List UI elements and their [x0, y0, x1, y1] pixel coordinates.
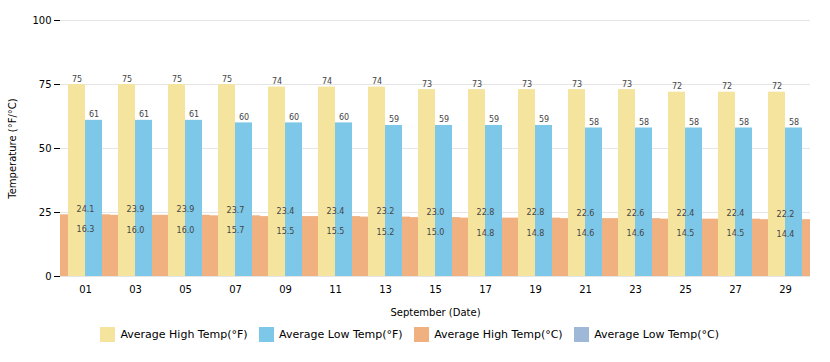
svg-text:23.9: 23.9 — [127, 205, 145, 214]
svg-text:14.5: 14.5 — [677, 229, 695, 238]
svg-text:24.1: 24.1 — [77, 205, 95, 214]
svg-text:61: 61 — [89, 110, 99, 119]
html-text:Average High Temp(°F): Average High Temp(°F) — [120, 328, 248, 341]
svg-text:14.6: 14.6 — [627, 229, 645, 238]
svg-text:73: 73 — [572, 80, 582, 89]
svg-text:50: 50 — [39, 143, 52, 154]
svg-text:60: 60 — [339, 113, 349, 122]
svg-text:27: 27 — [729, 284, 742, 295]
svg-text:73: 73 — [622, 80, 632, 89]
svg-text:22.4: 22.4 — [677, 209, 695, 218]
svg-text:03: 03 — [129, 284, 142, 295]
svg-text:15.5: 15.5 — [277, 227, 295, 236]
svg-text:21: 21 — [579, 284, 592, 295]
svg-text:73: 73 — [522, 80, 532, 89]
svg-text:72: 72 — [672, 82, 682, 91]
svg-text:72: 72 — [722, 82, 732, 91]
svg-text:22.6: 22.6 — [627, 209, 645, 218]
svg-text:16.0: 16.0 — [177, 226, 195, 235]
svg-text:14.8: 14.8 — [477, 229, 495, 238]
svg-text:0: 0 — [45, 271, 51, 282]
svg-text:23: 23 — [629, 284, 642, 295]
svg-text:58: 58 — [639, 118, 649, 127]
svg-text:22.2: 22.2 — [777, 210, 795, 219]
svg-text:73: 73 — [422, 80, 432, 89]
svg-text:11: 11 — [329, 284, 342, 295]
svg-text:29: 29 — [779, 284, 792, 295]
svg-text:14.4: 14.4 — [777, 230, 795, 239]
svg-text:15.0: 15.0 — [427, 228, 445, 237]
svg-text:07: 07 — [229, 284, 242, 295]
svg-text:59: 59 — [439, 115, 449, 124]
svg-text:75: 75 — [122, 75, 132, 84]
svg-text:61: 61 — [139, 110, 149, 119]
svg-text:13: 13 — [379, 284, 392, 295]
svg-text:01: 01 — [79, 284, 92, 295]
svg-text:25: 25 — [679, 284, 692, 295]
svg-text:58: 58 — [589, 118, 599, 127]
svg-text:60: 60 — [289, 113, 299, 122]
svg-text:59: 59 — [539, 115, 549, 124]
svg-text:15: 15 — [429, 284, 442, 295]
svg-text:23.0: 23.0 — [427, 208, 445, 217]
svg-text:60: 60 — [239, 113, 249, 122]
svg-text:23.2: 23.2 — [377, 207, 395, 216]
svg-text:14.8: 14.8 — [527, 229, 545, 238]
svg-text:23.9: 23.9 — [177, 205, 195, 214]
svg-text:23.7: 23.7 — [227, 206, 245, 215]
svg-text:22.6: 22.6 — [577, 209, 595, 218]
svg-text:75: 75 — [222, 75, 232, 84]
svg-text:58: 58 — [789, 118, 799, 127]
svg-text:14.5: 14.5 — [727, 229, 745, 238]
svg-text:19: 19 — [529, 284, 542, 295]
svg-text:74: 74 — [322, 77, 332, 86]
svg-text:22.8: 22.8 — [527, 208, 545, 217]
svg-text:75: 75 — [72, 75, 82, 84]
svg-text:16.3: 16.3 — [77, 225, 95, 234]
svg-text:58: 58 — [739, 118, 749, 127]
svg-text:14.6: 14.6 — [577, 229, 595, 238]
svg-text:16.0: 16.0 — [127, 226, 145, 235]
svg-text:74: 74 — [272, 77, 282, 86]
svg-text:23.4: 23.4 — [277, 207, 295, 216]
svg-text:58: 58 — [689, 118, 699, 127]
svg-text:15.5: 15.5 — [327, 227, 345, 236]
svg-text:75: 75 — [39, 79, 52, 90]
svg-text:59: 59 — [489, 115, 499, 124]
svg-text:74: 74 — [372, 77, 382, 86]
svg-text:15.7: 15.7 — [227, 226, 245, 235]
svg-text:05: 05 — [179, 284, 192, 295]
svg-text:September (Date): September (Date) — [390, 307, 480, 318]
svg-text:25: 25 — [39, 207, 52, 218]
svg-text:75: 75 — [172, 75, 182, 84]
svg-text:73: 73 — [472, 80, 482, 89]
html-text:Average High Temp(°C): Average High Temp(°C) — [434, 328, 563, 341]
svg-text:59: 59 — [389, 115, 399, 124]
svg-text:Temperature (°F/°C): Temperature (°F/°C) — [7, 98, 18, 200]
svg-text:17: 17 — [479, 284, 492, 295]
html-text:Average Low Temp(°F): Average Low Temp(°F) — [279, 328, 403, 341]
html-text:Average Low Temp(°C): Average Low Temp(°C) — [594, 328, 720, 341]
svg-text:22.4: 22.4 — [727, 209, 745, 218]
svg-text:22.8: 22.8 — [477, 208, 495, 217]
svg-text:09: 09 — [279, 284, 292, 295]
svg-text:15.2: 15.2 — [377, 228, 395, 237]
svg-text:72: 72 — [772, 82, 782, 91]
svg-text:61: 61 — [189, 110, 199, 119]
svg-text:23.4: 23.4 — [327, 207, 345, 216]
svg-text:100: 100 — [32, 15, 51, 26]
